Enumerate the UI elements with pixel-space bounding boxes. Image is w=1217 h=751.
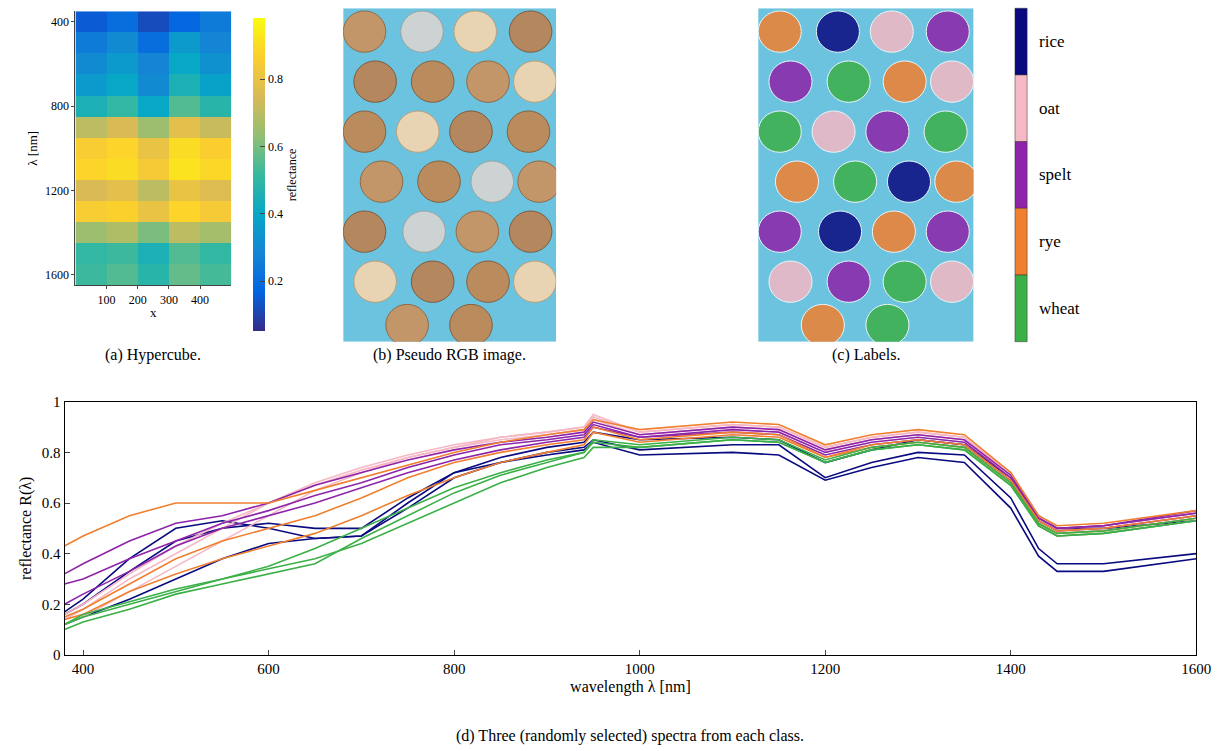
svg-text:rye: rye xyxy=(1039,232,1061,251)
svg-text:(d) Three (randomly selected): (d) Three (randomly selected) spectra fr… xyxy=(456,727,804,745)
svg-text:(c) Labels.: (c) Labels. xyxy=(832,346,900,364)
svg-text:λ [nm]: λ [nm] xyxy=(25,131,40,166)
svg-text:400: 400 xyxy=(191,293,209,307)
svg-text:(a) Hypercube.: (a) Hypercube. xyxy=(105,346,201,364)
svg-text:1600: 1600 xyxy=(45,268,69,282)
svg-text:400: 400 xyxy=(72,661,95,677)
svg-text:reflectance R(λ): reflectance R(λ) xyxy=(17,477,35,580)
svg-text:rice: rice xyxy=(1039,32,1064,51)
svg-text:1200: 1200 xyxy=(810,661,840,677)
svg-text:(b) Pseudo RGB image.: (b) Pseudo RGB image. xyxy=(373,346,526,364)
svg-text:0.4: 0.4 xyxy=(268,207,283,221)
svg-text:1600: 1600 xyxy=(1181,661,1211,677)
svg-text:0.4: 0.4 xyxy=(42,546,61,562)
svg-text:oat: oat xyxy=(1039,99,1060,118)
svg-text:600: 600 xyxy=(257,661,280,677)
svg-text:0.8: 0.8 xyxy=(268,72,283,86)
svg-text:1400: 1400 xyxy=(996,661,1026,677)
svg-text:0: 0 xyxy=(53,647,61,663)
svg-text:reflectance: reflectance xyxy=(285,149,299,202)
svg-text:0.2: 0.2 xyxy=(268,274,283,288)
svg-text:0.6: 0.6 xyxy=(42,495,61,511)
svg-text:100: 100 xyxy=(98,293,116,307)
svg-text:800: 800 xyxy=(51,99,69,113)
svg-text:x: x xyxy=(150,305,157,320)
svg-text:1: 1 xyxy=(53,394,61,410)
svg-text:0.8: 0.8 xyxy=(42,445,61,461)
svg-text:200: 200 xyxy=(129,293,147,307)
svg-text:wheat: wheat xyxy=(1039,299,1080,318)
svg-text:0.2: 0.2 xyxy=(42,597,61,613)
svg-text:400: 400 xyxy=(51,15,69,29)
svg-text:spelt: spelt xyxy=(1039,165,1071,184)
svg-text:1000: 1000 xyxy=(625,661,655,677)
svg-text:wavelength λ [nm]: wavelength λ [nm] xyxy=(570,678,691,696)
svg-text:800: 800 xyxy=(443,661,466,677)
svg-text:300: 300 xyxy=(160,293,178,307)
svg-text:0.6: 0.6 xyxy=(268,140,283,154)
svg-text:1200: 1200 xyxy=(45,184,69,198)
